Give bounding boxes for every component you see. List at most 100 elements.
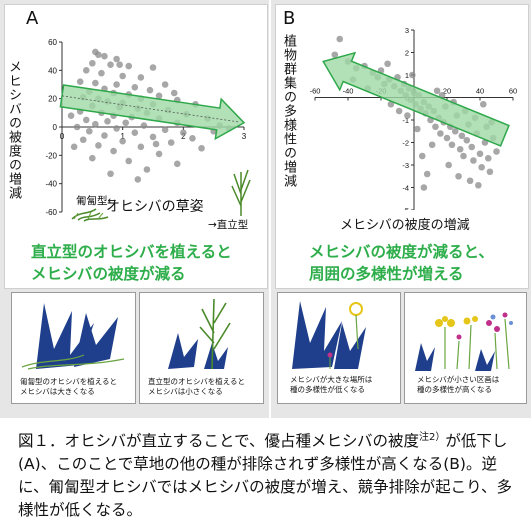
data-point: [67, 112, 75, 119]
data-point: [448, 141, 456, 149]
panel-b-statement-1: メヒシバの被度が減ると、: [309, 243, 494, 261]
data-point: [480, 100, 487, 108]
data-point: [475, 181, 482, 189]
data-point: [101, 52, 108, 60]
panel-a-illus-left-caption-2: メヒシバは大きくなる: [20, 387, 95, 396]
data-point: [92, 79, 99, 87]
diverse-community-icon: [415, 312, 513, 371]
data-point: [445, 161, 452, 169]
panel-b-illus-left-caption-1: メヒシバが大きな場所は: [290, 375, 373, 384]
panel-b-illustration-right: メヒシバが小さい区画は 種の多様性が高くなる: [404, 292, 527, 404]
data-point: [149, 64, 157, 71]
data-point: [137, 74, 145, 81]
data-point: [101, 132, 108, 139]
panel-b-illus-left-caption-2: 種の多様性が低くなる: [290, 385, 365, 394]
creeping-plant-icon: [71, 208, 109, 222]
data-point: [89, 154, 96, 162]
chart-a: -60 -40 -20 0 20 40 60 0 1 2 3: [45, 38, 247, 217]
panel-b-ylabel: 植物群集の多様性の増減: [281, 34, 296, 188]
panel-a-illus-left-caption-1: 匍匐型のオヒシバを植えると: [20, 377, 118, 386]
data-point: [89, 59, 96, 67]
y-tick-label: 60: [48, 38, 57, 47]
data-point: [455, 172, 462, 180]
x-tick-label: -60: [310, 87, 321, 96]
y-tick-label: -3: [402, 161, 409, 170]
y-tick-label: -4: [402, 184, 409, 193]
panel-a-statement-1: 直立型のオヒシバを植えると: [31, 243, 232, 261]
caption-part-1: 図１．オヒシバが直立することで、優占種メヒシバの被度: [18, 432, 419, 451]
mehishiba-small-icon: [168, 298, 231, 370]
panel-a-x-right-label: →直立型: [208, 219, 249, 231]
data-point: [152, 140, 160, 148]
data-point: [161, 126, 169, 134]
data-point: [95, 51, 102, 59]
data-point: [476, 150, 484, 158]
y-tick-label: 20: [48, 95, 57, 104]
data-point: [463, 136, 471, 144]
data-point: [70, 143, 78, 151]
data-point: [486, 168, 494, 176]
panel-a-illus-right-caption-1: 直立型のオヒシバを植えると: [148, 377, 246, 386]
data-point: [131, 129, 139, 136]
data-point: [143, 166, 151, 173]
data-point: [384, 60, 391, 68]
data-point: [189, 135, 196, 142]
data-point: [119, 72, 126, 80]
data-point: [146, 86, 154, 94]
data-point: [107, 61, 114, 68]
x-tick-label: -40: [343, 87, 354, 96]
data-point: [443, 134, 451, 142]
panel-b-letter: B: [283, 8, 296, 29]
data-point: [433, 87, 441, 95]
y-tick-label: 2: [405, 49, 409, 58]
panel-a-illustration-left: 匍匐型のオヒシバを植えると メヒシバは大きくなる: [11, 292, 136, 404]
data-point: [122, 119, 129, 127]
y-tick-label: 3: [405, 26, 409, 35]
trend-line: [61, 95, 239, 123]
y-tick-label: -5: [402, 206, 409, 210]
data-point: [468, 143, 476, 151]
data-point: [73, 123, 81, 131]
data-point: [180, 129, 187, 136]
y-tick-label: -2: [402, 139, 409, 148]
x-tick-label: 3: [242, 132, 247, 141]
y-tick-label: 0: [53, 123, 58, 132]
x-tick-label: 1: [120, 132, 125, 141]
trend-arrow: [322, 51, 510, 147]
trend-arrow: [59, 84, 246, 141]
y-tick-label: 1: [405, 71, 409, 80]
data-point: [456, 145, 464, 153]
data-point: [125, 157, 133, 165]
data-point: [458, 132, 466, 140]
data-point: [107, 170, 114, 178]
data-point: [432, 123, 439, 131]
data-point: [437, 130, 444, 137]
data-point: [116, 61, 123, 68]
data-point: [167, 139, 175, 146]
data-point: [423, 170, 431, 178]
data-point: [420, 184, 428, 191]
x-tick-label: 40: [476, 87, 484, 96]
data-point: [409, 71, 416, 79]
data-point: [414, 125, 421, 133]
data-point: [478, 163, 485, 171]
data-point: [82, 67, 90, 74]
data-point: [428, 141, 436, 149]
data-point: [92, 120, 99, 128]
mehishiba-large-icon: [21, 303, 125, 370]
data-point: [110, 147, 117, 155]
panel-b-illus-right-caption-1: メヒシバが小さい区画は: [417, 375, 500, 384]
data-point: [198, 144, 205, 152]
panel-b-xlabel: メヒシバの被度の増減: [340, 218, 470, 233]
y-tick-label: 40: [48, 66, 57, 75]
panel-b: [275, 4, 529, 289]
data-point: [493, 148, 500, 155]
data-point: [104, 118, 111, 125]
data-point: [451, 127, 459, 135]
mehishiba-dominant-icon: [292, 301, 366, 369]
panel-a-letter: A: [26, 8, 39, 29]
panel-a-statement-2: メヒシバの被度が減る: [31, 265, 186, 283]
x-tick-label: 20: [443, 87, 451, 96]
